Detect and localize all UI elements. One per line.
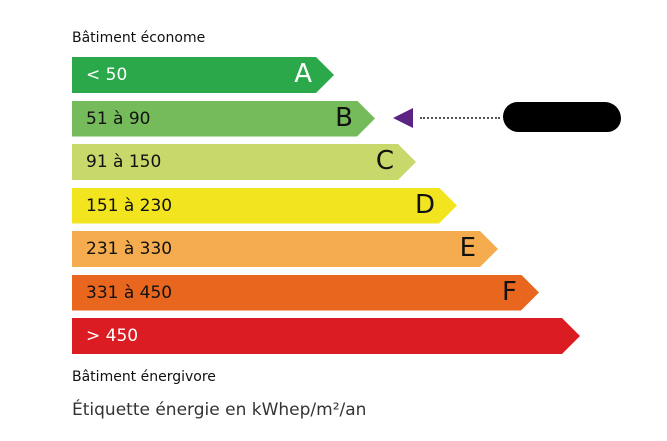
energy-class-g: > 450 (72, 318, 580, 354)
class-letter: C (375, 146, 394, 176)
class-letter: F (502, 276, 517, 307)
class-letter: E (459, 233, 476, 263)
bottom-label: Bâtiment énergivore (72, 369, 216, 385)
class-letter: A (294, 59, 312, 89)
class-letter: B (335, 102, 353, 133)
energy-class-e: 231 à 330 E (72, 231, 498, 267)
class-range: > 450 (86, 326, 139, 346)
indicator-dotted-line (420, 117, 500, 119)
indicator-arrow-icon (393, 108, 413, 128)
energy-class-a: < 50 A (72, 57, 334, 93)
class-letter: D (414, 189, 435, 220)
energy-class-f: 331 à 450 F (72, 275, 539, 311)
energy-class-c: 91 à 150 C (72, 144, 416, 180)
class-range: 91 à 150 (86, 152, 162, 172)
class-range: 151 à 230 (86, 195, 173, 216)
class-range: 331 à 450 (86, 282, 173, 303)
class-range: < 50 (86, 65, 128, 85)
class-range: 231 à 330 (86, 239, 173, 259)
redacted-value (503, 102, 621, 132)
caption: Étiquette énergie en kWhep/m²/an (72, 400, 367, 420)
energy-class-b: 51 à 90 B (72, 101, 375, 137)
class-range: 51 à 90 (86, 108, 151, 129)
top-label: Bâtiment économe (72, 30, 206, 46)
energy-class-d: 151 à 230 D (72, 188, 457, 224)
